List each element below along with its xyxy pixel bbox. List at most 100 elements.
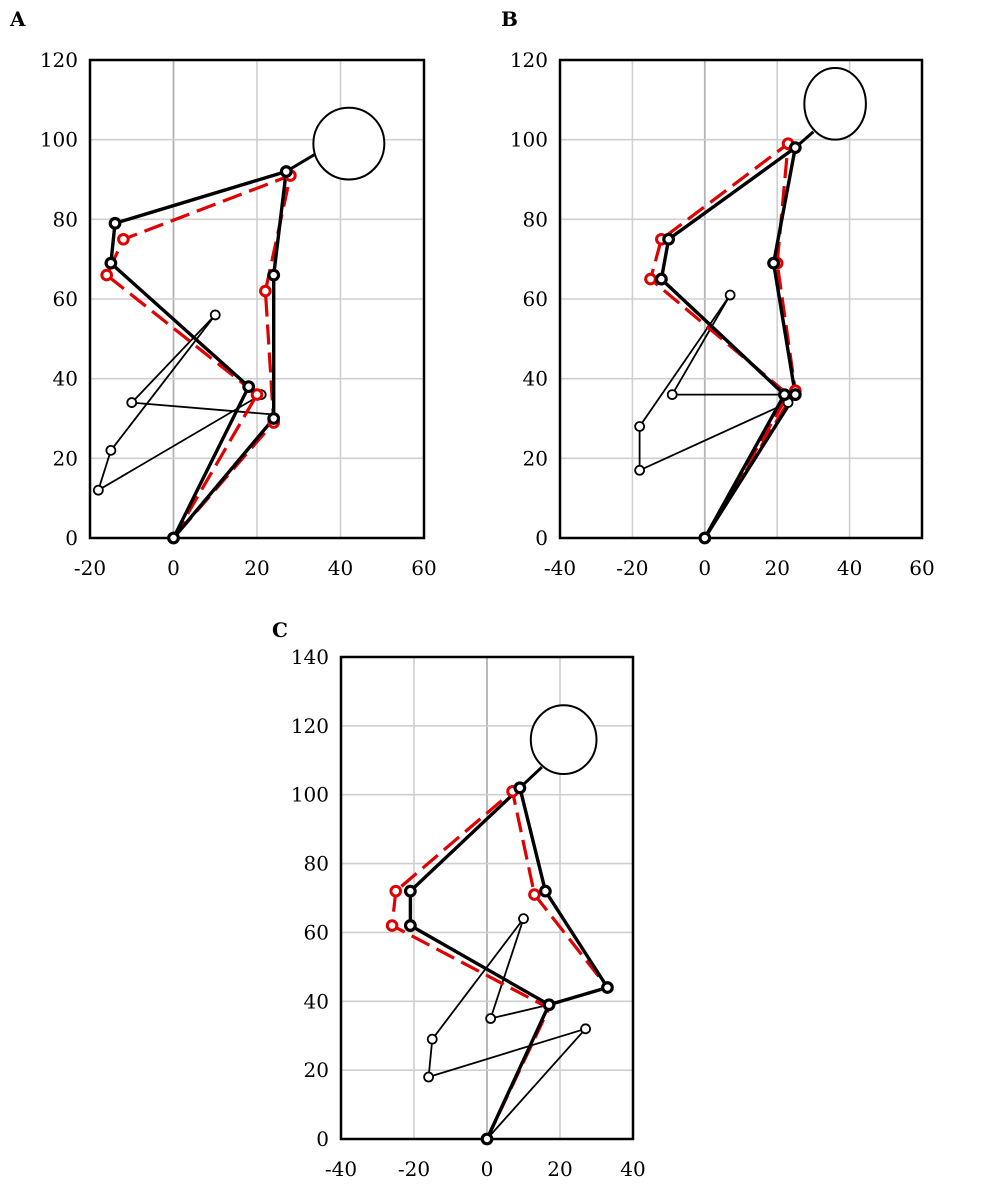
black-joint-marker (788, 141, 802, 155)
y-tick-label: 60 (53, 287, 78, 311)
red-joint-marker (644, 272, 657, 286)
red-joint-marker (259, 284, 272, 298)
y-tick-label: 20 (53, 446, 78, 470)
y-tick-label: 40 (304, 989, 329, 1013)
y-tick-label: 80 (523, 207, 548, 231)
black-joint-marker (513, 781, 527, 795)
thin-joint-marker (580, 1023, 591, 1035)
y-tick-label: 40 (53, 367, 78, 391)
x-tick-label: -20 (398, 1157, 430, 1181)
y-tick-label: 120 (510, 48, 548, 72)
red-joint-marker (100, 268, 113, 282)
x-tick-label: 40 (620, 1157, 645, 1181)
black-joint-marker (403, 884, 417, 898)
red-dashed-figure (648, 142, 797, 539)
black-joint-marker (403, 919, 417, 932)
y-tick-label: 140 (291, 645, 329, 669)
y-tick-label: 100 (291, 783, 329, 807)
x-tick-label: 40 (837, 556, 862, 580)
plot-frame (88, 58, 426, 540)
y-tick-label: 20 (523, 446, 548, 470)
head-circle (803, 66, 867, 141)
thin-link-line (427, 918, 587, 1140)
y-tick-label: 0 (65, 526, 78, 550)
black-figure-line (109, 169, 288, 540)
panel-c: C -40 -20 0 20 40 0 20 40 60 80 100 120 140 (272, 618, 646, 1181)
panel-label: A (9, 7, 26, 31)
y-tick-label: 100 (40, 128, 78, 152)
thin-joint-marker (724, 289, 736, 301)
y-tick-label: 100 (510, 128, 548, 152)
thin-joint-marker (634, 464, 646, 476)
red-dashed-figure (105, 173, 292, 540)
y-tick-label: 120 (40, 48, 78, 72)
thin-joint-marker (518, 913, 529, 925)
x-tick-label: 0 (698, 556, 711, 580)
black-joint-marker (788, 388, 802, 402)
black-joint-marker (480, 1132, 494, 1146)
black-joint-marker (242, 380, 256, 394)
red-joint-marker (385, 919, 399, 932)
y-tick-label: 0 (535, 526, 548, 550)
y-tick-label: 20 (304, 1058, 329, 1082)
black-joint-marker (654, 272, 668, 286)
panel-label: C (272, 618, 288, 642)
black-figure-line (659, 145, 797, 539)
panel-a: A -20 0 20 40 60 0 20 40 60 80 100 120 (9, 7, 437, 580)
x-tick-label: -20 (74, 556, 106, 580)
thin-joint-marker (92, 484, 104, 496)
thin-joint-marker (426, 1033, 438, 1045)
x-tick-label: -20 (616, 556, 648, 580)
thin-joint-marker (423, 1071, 435, 1083)
x-tick-label: 60 (909, 556, 934, 580)
black-joint-marker (778, 388, 791, 402)
x-tick-label: 0 (167, 556, 180, 580)
x-tick-label: -40 (544, 556, 576, 580)
x-tick-label: -40 (325, 1157, 357, 1181)
thin-link-line (97, 314, 262, 492)
x-tick-label: 20 (244, 556, 269, 580)
black-joint-marker (279, 165, 293, 178)
panel-label: B (501, 7, 518, 31)
y-tick-label: 40 (523, 367, 548, 391)
black-joint-marker (542, 998, 556, 1012)
red-joint-marker (528, 888, 541, 901)
y-tick-label: 0 (316, 1127, 329, 1151)
red-dashed-figure (390, 789, 609, 1140)
black-joint-marker (601, 981, 614, 994)
y-tick-label: 80 (304, 852, 329, 876)
black-joint-marker (767, 256, 780, 270)
black-joint-marker (662, 232, 675, 246)
x-tick-label: 20 (764, 556, 789, 580)
y-tick-label: 60 (523, 287, 548, 311)
y-tick-label: 120 (291, 714, 329, 738)
black-joint-marker (267, 268, 281, 282)
thin-joint-marker (126, 397, 138, 408)
thin-joint-marker (666, 389, 678, 401)
thin-joint-marker (105, 444, 117, 456)
x-tick-label: 40 (328, 556, 353, 580)
panel-b: B -40 -20 0 20 40 60 0 20 40 60 80 100 120 (501, 7, 935, 580)
plot-frame (558, 58, 924, 540)
red-joint-marker (117, 232, 130, 246)
black-joint-marker (267, 412, 281, 425)
y-tick-label: 60 (304, 920, 329, 944)
red-joint-marker (250, 388, 264, 401)
thin-joint-marker (485, 1013, 497, 1024)
thin-joint-marker (209, 309, 221, 321)
black-joint-marker (698, 531, 712, 545)
red-joint-marker (389, 884, 403, 898)
head-circle (529, 704, 598, 776)
x-tick-label: 0 (481, 1157, 494, 1181)
y-tick-label: 80 (53, 207, 78, 231)
thin-link-line (638, 294, 789, 472)
thin-joint-marker (634, 421, 646, 432)
black-joint-marker (104, 256, 118, 270)
x-tick-label: 60 (411, 556, 436, 580)
black-joint-marker (539, 884, 552, 898)
x-tick-label: 20 (547, 1157, 572, 1181)
black-joint-marker (108, 216, 122, 230)
head-circle (312, 106, 386, 181)
black-joint-marker (167, 531, 180, 545)
